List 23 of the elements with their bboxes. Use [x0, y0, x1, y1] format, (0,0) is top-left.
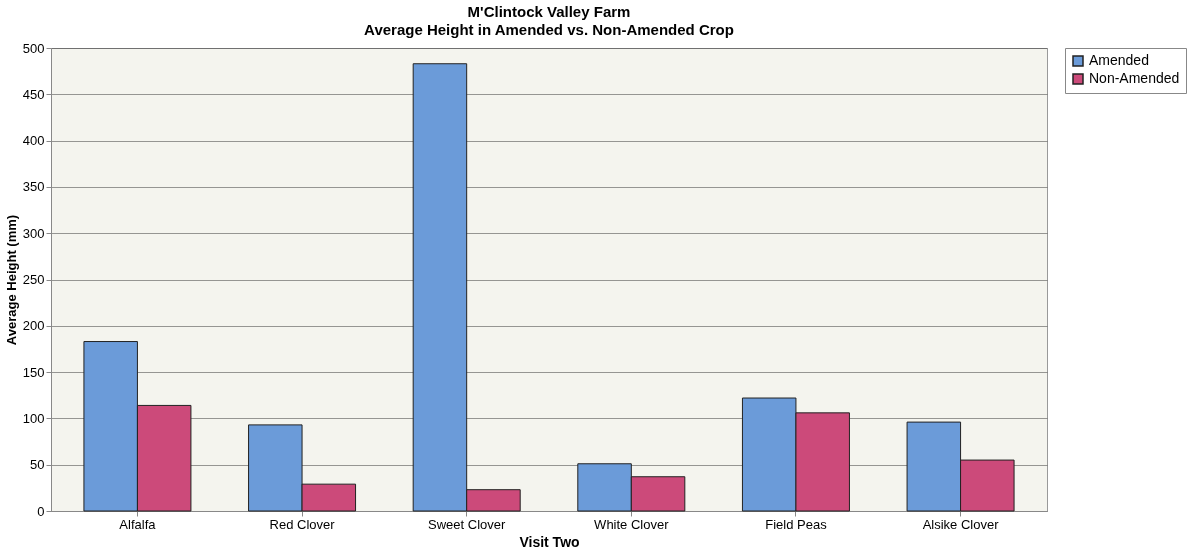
y-tick-label: 50	[30, 457, 45, 473]
x-tick-label: Alsike Clover	[922, 516, 1000, 532]
chart-title: M'Clintock Valley Farm	[467, 3, 631, 20]
y-axis-title: Average Height (mm)	[3, 214, 19, 346]
y-tick-label: 450	[22, 86, 45, 102]
y-tick-label: 250	[22, 272, 45, 287]
x-tick-label: Red Clover	[269, 516, 336, 532]
chart-subtitle: Average Height in Amended vs. Non-Amended Crop	[364, 21, 734, 38]
y-tick-label: 400	[22, 133, 45, 149]
x-axis-title: Visit Two	[519, 533, 580, 550]
legend-label: Amended	[1089, 52, 1149, 68]
legend-label: Non-Amended	[1089, 70, 1180, 86]
y-tick-label: 350	[22, 179, 45, 195]
x-tick-label: Sweet Clover	[428, 516, 507, 532]
y-tick-label: 200	[22, 318, 45, 334]
y-tick-label: 150	[22, 364, 45, 380]
x-tick-label: White Clover	[594, 516, 670, 532]
y-tick-label: 300	[22, 225, 45, 241]
x-tick-label: Alfalfa	[119, 516, 157, 532]
x-tick-label: Field Peas	[765, 516, 828, 532]
y-tick-label: 100	[22, 410, 45, 426]
y-tick-label: 500	[22, 40, 45, 56]
y-tick-label: 0	[37, 503, 45, 519]
